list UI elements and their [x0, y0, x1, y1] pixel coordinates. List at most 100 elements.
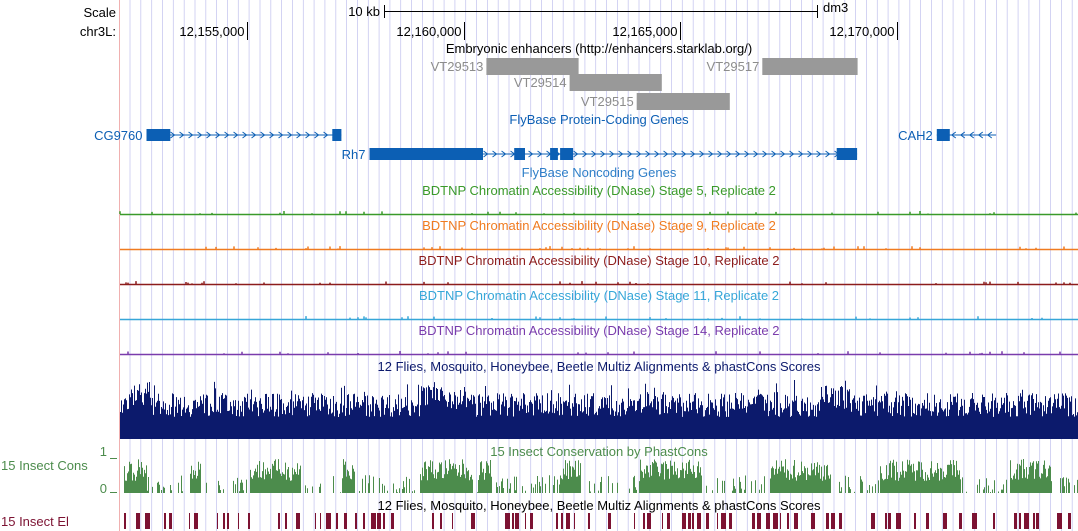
conserved-element: [729, 513, 732, 529]
phastcons-y-ticks: [110, 458, 117, 493]
conserved-element: [1019, 513, 1021, 529]
conserved-element: [608, 513, 611, 529]
gene-exon: [146, 129, 171, 141]
base-position-ruler[interactable]: Scale chr3L: 10 kb dm3 12,155,000 12,160,…: [80, 0, 898, 40]
conserved-element: [189, 513, 190, 529]
strand-chevron: [681, 150, 687, 158]
strand-chevron: [807, 150, 813, 158]
conserved-element: [766, 513, 770, 529]
strand-chevron: [977, 131, 984, 139]
conserved-element: [692, 513, 694, 529]
conserved-element: [223, 513, 225, 529]
conserved-element: [839, 513, 842, 529]
dnase-track-title: BDTNP Chromatin Accessibility (DNase) St…: [422, 218, 776, 233]
phastcons-track-title: 15 Insect Conservation by PhastCons: [490, 444, 708, 459]
protein-coding-genes-track[interactable]: CG9760 Rh7 CAH2: [94, 128, 997, 162]
conserved-element: [794, 513, 798, 529]
strand-chevron: [950, 131, 957, 139]
conserved-element: [993, 513, 995, 529]
dnase-track-stage10[interactable]: BDTNP Chromatin Accessibility (DNase) St…: [120, 253, 1078, 286]
conserved-element: [355, 513, 357, 529]
dnase-tracks[interactable]: BDTNP Chromatin Accessibility (DNase) St…: [119, 183, 1078, 356]
conserved-element: [315, 513, 316, 529]
conserved-element: [896, 513, 901, 529]
conserved-element: [391, 513, 394, 529]
strand-chevron: [780, 150, 786, 158]
conserved-element: [643, 513, 645, 529]
enhancer-label: VT29514: [514, 75, 567, 90]
conserved-element: [780, 513, 781, 529]
conserved-element: [773, 513, 778, 529]
strand-chevron: [206, 131, 212, 139]
strand-chevron: [672, 150, 678, 158]
gene-label: Rh7: [342, 147, 366, 162]
gene-cg9760[interactable]: CG9760: [94, 128, 342, 143]
elements-track-title: 12 Flies, Mosquito, Honeybee, Beetle Mul…: [378, 498, 821, 513]
strand-chevron: [323, 131, 329, 139]
conserved-element: [721, 513, 726, 529]
conserved-element: [688, 513, 691, 529]
assembly-label: dm3: [823, 0, 848, 15]
conserved-element: [383, 513, 385, 529]
dnase-track-title: BDTNP Chromatin Accessibility (DNase) St…: [419, 288, 779, 303]
dnase-track-title: BDTNP Chromatin Accessibility (DNase) St…: [422, 183, 776, 198]
dnase-track-stage11[interactable]: BDTNP Chromatin Accessibility (DNase) St…: [120, 288, 1078, 321]
conserved-element: [227, 513, 229, 529]
conserved-element: [706, 513, 709, 529]
phastcons-signal: [124, 459, 1078, 493]
elements-side-label[interactable]: 15 Insect El: [1, 514, 69, 529]
strand-chevron: [233, 131, 239, 139]
ruler-tick-label: 12,170,000: [829, 24, 894, 39]
dnase-track-stage14[interactable]: BDTNP Chromatin Accessibility (DNase) St…: [120, 323, 1078, 356]
conserved-element: [561, 513, 563, 529]
strand-chevron: [242, 131, 248, 139]
strand-chevron: [744, 150, 750, 158]
strand-chevron: [636, 150, 642, 158]
scale-bar-label: 10 kb: [348, 4, 380, 19]
dnase-track-stage9[interactable]: BDTNP Chromatin Accessibility (DNase) St…: [120, 218, 1078, 251]
conserved-element: [505, 513, 510, 529]
conserved-element: [1033, 513, 1035, 529]
strand-chevron: [537, 150, 543, 158]
dnase-track-stage5[interactable]: BDTNP Chromatin Accessibility (DNase) St…: [119, 183, 1078, 216]
strand-chevron: [260, 131, 266, 139]
strand-chevron: [600, 150, 606, 158]
strand-chevron: [278, 131, 284, 139]
conserved-element: [634, 513, 635, 529]
conserved-element: [169, 513, 172, 529]
gene-rh7[interactable]: Rh7: [342, 147, 858, 162]
grid-lines: [129, 0, 1073, 531]
strand-chevron: [314, 131, 320, 139]
strand-chevron: [645, 150, 651, 158]
strand-chevron: [501, 150, 507, 158]
strand-chevron: [986, 131, 993, 139]
dnase-signal: [119, 211, 1077, 214]
strand-chevron: [789, 150, 795, 158]
strand-chevron: [699, 150, 705, 158]
conserved-element: [831, 513, 835, 529]
dnase-track-title: BDTNP Chromatin Accessibility (DNase) St…: [418, 253, 779, 268]
strand-chevron: [492, 150, 498, 158]
strand-chevron: [735, 150, 741, 158]
ruler-tick-label: 12,160,000: [396, 24, 461, 39]
multiz-track-title: 12 Flies, Mosquito, Honeybee, Beetle Mul…: [378, 359, 821, 374]
dnase-signal: [305, 316, 1043, 319]
strand-chevron: [717, 150, 723, 158]
gene-cah2[interactable]: CAH2: [898, 128, 997, 143]
conserved-element: [515, 513, 519, 529]
multiz-conservation-wiggle[interactable]: [120, 380, 1078, 439]
conserved-elements-track[interactable]: [124, 513, 1071, 529]
conserved-element: [588, 513, 590, 529]
strand-chevron: [968, 131, 975, 139]
conserved-element: [647, 513, 651, 529]
conserved-element: [682, 513, 686, 529]
conserved-element: [326, 513, 331, 529]
enhancer-label: VT29513: [431, 59, 484, 74]
strand-chevron: [753, 150, 759, 158]
phastcons-wiggle[interactable]: [124, 459, 1078, 493]
enhancers-track[interactable]: VT29513 VT29514 VT29515 VT29517: [431, 58, 858, 110]
gene-label: CAH2: [898, 128, 933, 143]
phastcons-side-label[interactable]: 15 Insect Cons: [1, 458, 88, 473]
conserved-element: [811, 513, 815, 529]
